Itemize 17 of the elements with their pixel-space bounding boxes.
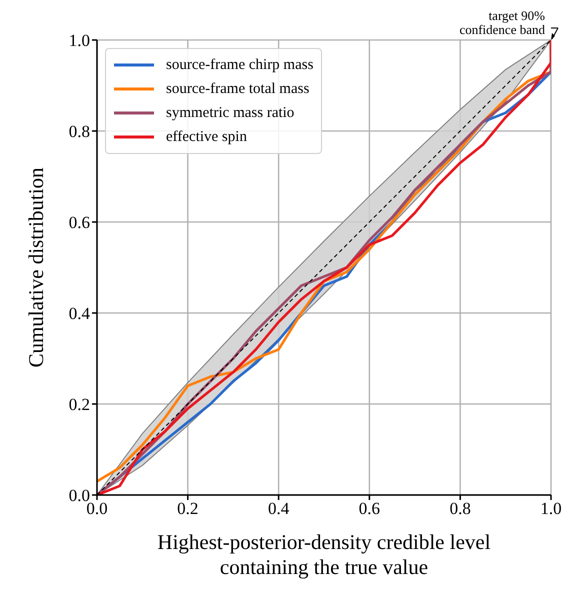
x-axis-title: Highest-posterior-density credible level containing the true value: [157, 530, 491, 579]
legend-label: source-frame total mass: [166, 80, 310, 98]
y-tick-label: 0.4: [68, 304, 90, 324]
x-tick-label: 0.4: [268, 499, 290, 518]
x-tick-label: 1.0: [540, 499, 562, 518]
x-tick-label: 0.2: [177, 499, 198, 518]
y-axis-title: Cumulative distribution: [24, 166, 48, 368]
x-tick-label: 0.6: [358, 499, 380, 518]
legend-label: source-frame chirp mass: [166, 56, 314, 74]
x-tick-label: 0.8: [450, 499, 471, 518]
y-tick-label: 1.0: [68, 31, 90, 50]
legend-label: effective spin: [166, 128, 247, 146]
y-tick-label: 0.6: [68, 213, 90, 232]
legend-label: symmetric mass ratio: [166, 104, 294, 122]
y-tick-label: 0.8: [68, 122, 90, 142]
annotation: target 90% confidence band: [459, 8, 546, 37]
y-tick-label: 0.2: [68, 395, 90, 414]
